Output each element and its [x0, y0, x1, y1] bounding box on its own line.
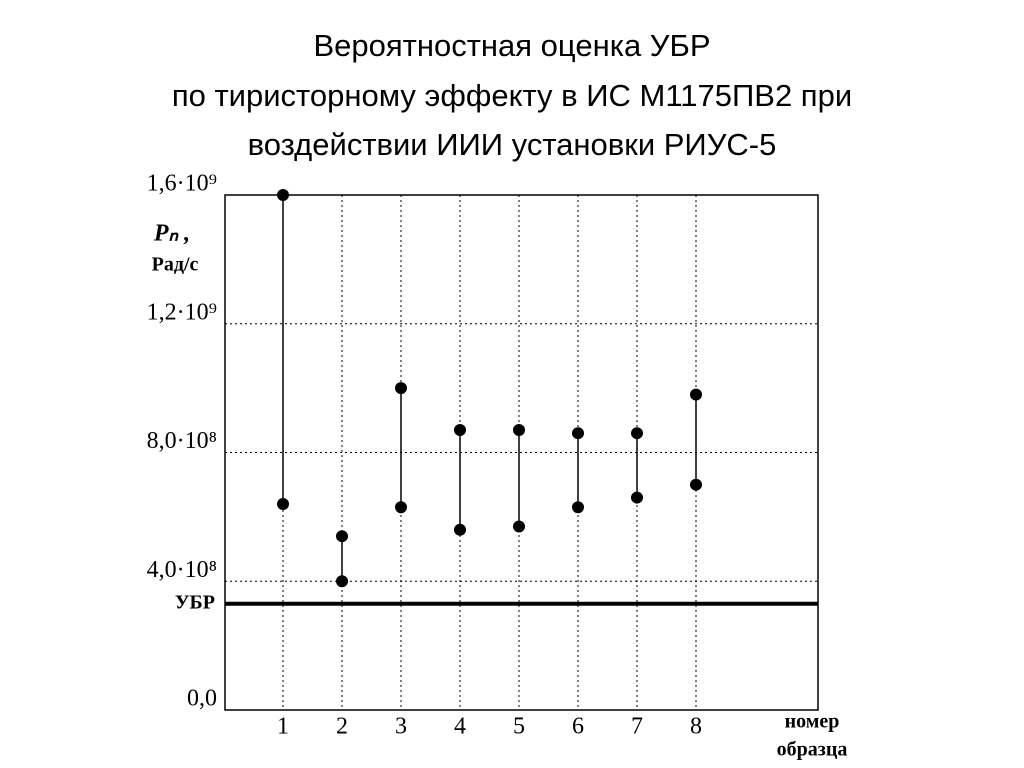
x-tick-label: 7: [631, 714, 643, 740]
x-tick-label: 4: [454, 714, 466, 740]
x-tick-label: 8: [690, 714, 702, 740]
high-point: [395, 382, 407, 395]
chart-title: воздействии ИИИ установки РИУС-5: [248, 127, 777, 162]
high-point: [631, 427, 643, 440]
low-point: [631, 491, 643, 504]
x-tick-label: 1: [277, 714, 289, 740]
low-point: [395, 501, 407, 514]
chart-title: Вероятностная оценка УБР: [313, 28, 710, 63]
y-tick-label: 4,0·10⁸: [147, 557, 217, 583]
low-point: [572, 501, 584, 514]
x-tick-label: 5: [513, 714, 525, 740]
y-tick-label: 1,2·10⁹: [147, 299, 217, 325]
x-tick-label: 3: [395, 714, 407, 740]
y-axis-label: Pₙ ,: [153, 221, 190, 247]
x-axis-label: номер: [785, 711, 840, 733]
x-axis-label: образца: [777, 739, 848, 761]
low-point: [690, 478, 702, 491]
low-point: [513, 520, 525, 533]
y-axis-label: Рад/с: [152, 254, 199, 276]
low-point: [454, 523, 466, 536]
high-point: [513, 423, 525, 436]
high-point: [336, 530, 348, 543]
high-point: [454, 423, 466, 436]
high-point: [690, 388, 702, 401]
y-tick-label: 1,6·10⁹: [147, 171, 217, 197]
reference-label: УБР: [175, 591, 215, 613]
high-point: [572, 427, 584, 440]
x-tick-label: 6: [572, 714, 584, 740]
y-tick-label: 0,0: [187, 686, 217, 712]
chart-title: по тиристорному эффекту в ИС М1175ПВ2 пр…: [172, 78, 852, 113]
low-point: [336, 575, 348, 588]
high-point: [277, 189, 289, 201]
y-tick-label: 8,0·10⁸: [147, 428, 217, 454]
x-tick-label: 2: [336, 714, 348, 740]
low-point: [277, 498, 289, 510]
